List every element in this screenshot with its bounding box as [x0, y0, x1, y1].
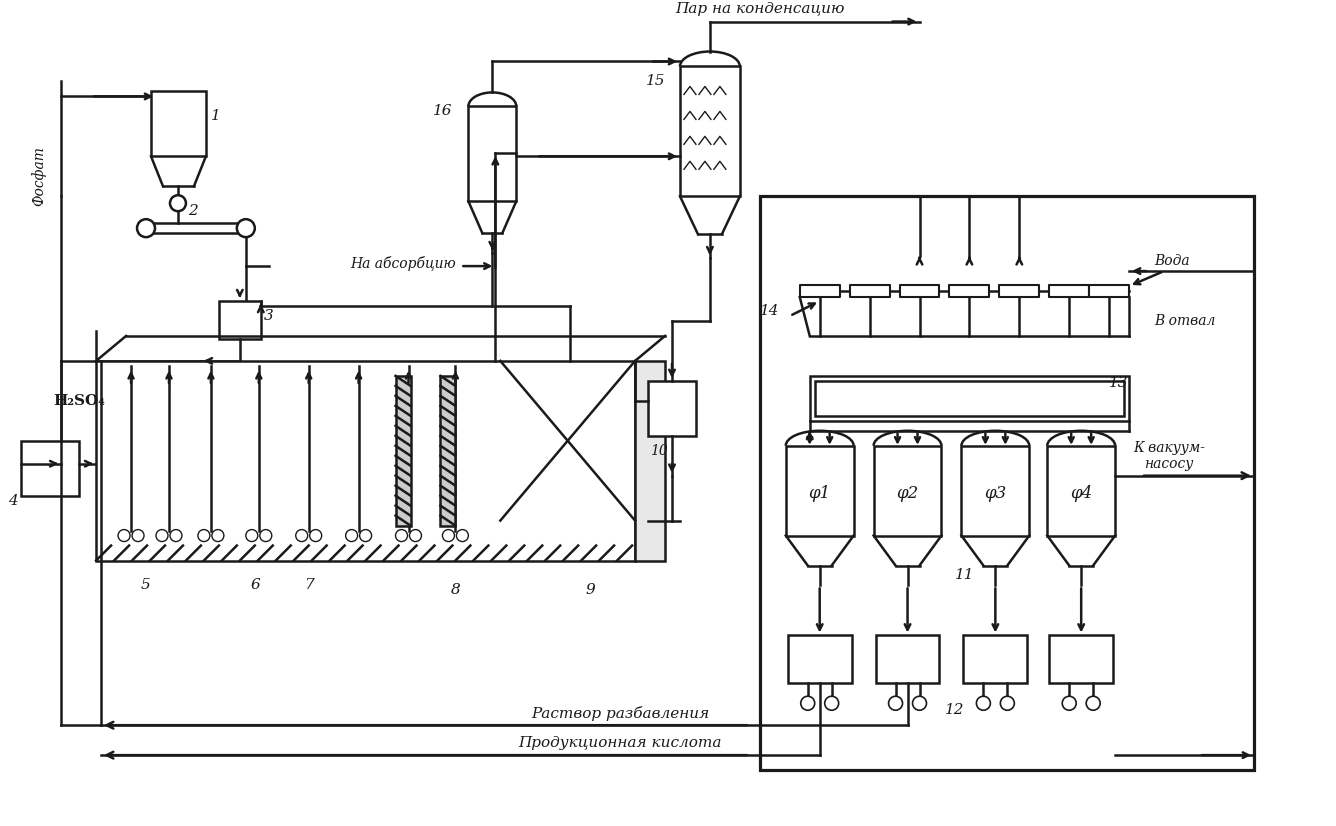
Circle shape — [977, 696, 990, 710]
Bar — [441, 376, 456, 525]
Circle shape — [170, 529, 182, 542]
Bar — [21, 441, 79, 496]
Text: 11: 11 — [955, 568, 974, 582]
Text: 10: 10 — [651, 444, 668, 458]
Text: 2: 2 — [188, 204, 198, 218]
Circle shape — [359, 529, 371, 542]
Bar — [680, 66, 740, 197]
Circle shape — [246, 529, 258, 542]
Bar — [962, 446, 1029, 535]
Text: φ1: φ1 — [808, 485, 831, 502]
Bar — [648, 381, 696, 436]
Bar — [469, 107, 516, 202]
Bar — [788, 635, 851, 683]
Circle shape — [1062, 696, 1077, 710]
Circle shape — [156, 529, 168, 542]
Circle shape — [457, 529, 469, 542]
Bar — [1047, 446, 1116, 535]
Text: 12: 12 — [945, 703, 965, 717]
Bar — [874, 446, 942, 535]
Circle shape — [888, 696, 903, 710]
Circle shape — [259, 529, 271, 542]
Bar — [635, 361, 665, 561]
Bar — [950, 285, 990, 297]
Circle shape — [295, 529, 307, 542]
Text: 4: 4 — [8, 494, 19, 508]
Circle shape — [346, 529, 358, 542]
Text: 7: 7 — [303, 578, 314, 592]
Text: К вакуум-
насосу: К вакуум- насосу — [1133, 440, 1205, 471]
Circle shape — [118, 529, 130, 542]
Text: 15: 15 — [647, 74, 665, 88]
Circle shape — [410, 529, 421, 542]
Bar — [800, 285, 839, 297]
Bar — [815, 381, 1124, 415]
Text: 5: 5 — [142, 578, 151, 592]
Text: φ3: φ3 — [985, 485, 1006, 502]
Text: φ4: φ4 — [1070, 485, 1093, 502]
Text: Пар на конденсацию: Пар на конденсацию — [675, 2, 844, 16]
Circle shape — [138, 219, 155, 237]
Text: 8: 8 — [450, 583, 461, 597]
Text: Фосфат: Фосфат — [32, 146, 47, 206]
Bar — [850, 285, 890, 297]
Bar — [810, 376, 1129, 420]
Circle shape — [198, 529, 210, 542]
Bar — [151, 92, 206, 156]
Bar — [1049, 635, 1113, 683]
Circle shape — [912, 696, 926, 710]
Bar — [999, 285, 1039, 297]
Bar — [395, 376, 410, 525]
Circle shape — [824, 696, 839, 710]
Bar — [786, 446, 854, 535]
Bar — [1089, 285, 1129, 297]
Circle shape — [800, 696, 815, 710]
Circle shape — [212, 529, 224, 542]
Text: 3: 3 — [265, 309, 274, 323]
Circle shape — [170, 195, 186, 211]
Bar — [899, 285, 939, 297]
Text: 1: 1 — [211, 109, 220, 123]
Text: 16: 16 — [433, 104, 452, 118]
Text: Раствор разбавления: Раствор разбавления — [530, 705, 709, 721]
Text: 9: 9 — [585, 583, 595, 597]
Circle shape — [310, 529, 322, 542]
Bar — [96, 361, 635, 561]
Text: 6: 6 — [251, 578, 261, 592]
Text: Вода: Вода — [1154, 254, 1189, 268]
Bar — [875, 635, 939, 683]
Circle shape — [1086, 696, 1100, 710]
Text: 14: 14 — [760, 304, 779, 318]
Text: В отвал: В отвал — [1154, 314, 1216, 328]
Circle shape — [236, 219, 255, 237]
Bar — [760, 197, 1255, 770]
Bar — [1049, 285, 1089, 297]
Bar — [963, 635, 1027, 683]
Bar — [219, 301, 261, 339]
Text: φ2: φ2 — [896, 485, 919, 502]
Text: 13: 13 — [1109, 376, 1129, 390]
Circle shape — [442, 529, 454, 542]
Text: H₂SO₄: H₂SO₄ — [53, 394, 106, 408]
Circle shape — [1001, 696, 1014, 710]
Text: Продукционная кислота: Продукционная кислота — [518, 736, 721, 750]
Circle shape — [132, 529, 144, 542]
Circle shape — [395, 529, 407, 542]
Text: На абсорбцию: На абсорбцию — [350, 255, 457, 271]
